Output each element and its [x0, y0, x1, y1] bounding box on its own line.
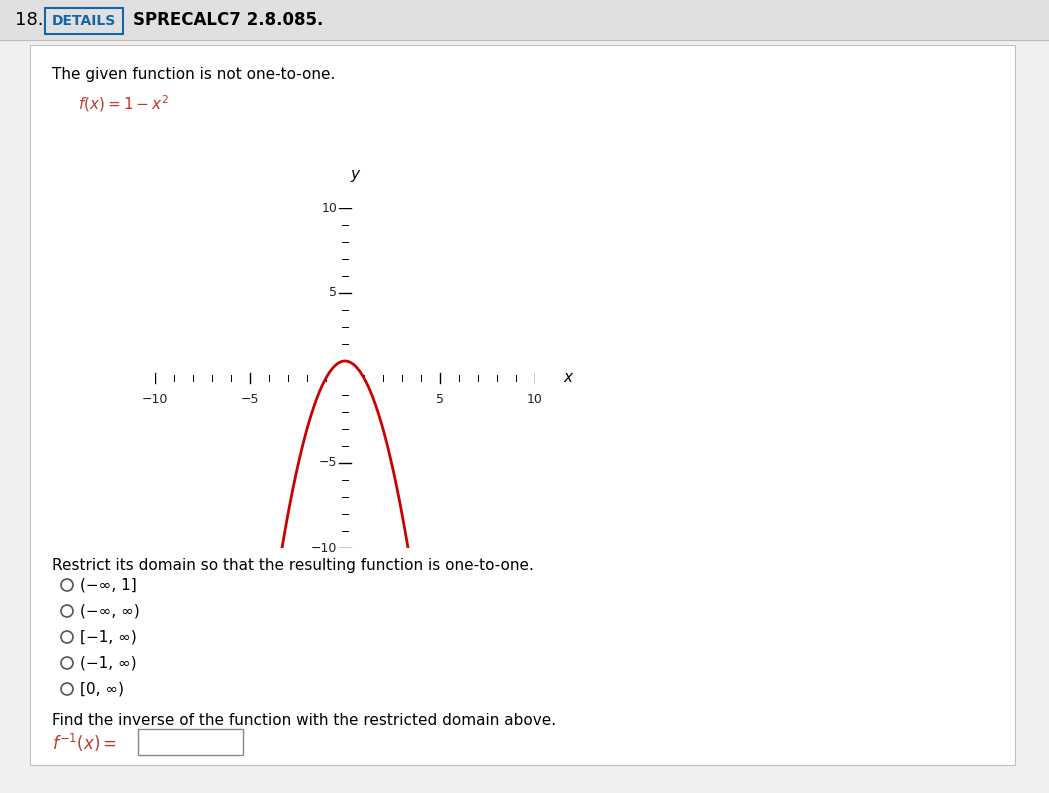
Text: Find the inverse of the function with the restricted domain above.: Find the inverse of the function with th… [52, 713, 556, 728]
Text: $\mathit{f}(\mathit{x}) = 1 - \mathit{x}^2$: $\mathit{f}(\mathit{x}) = 1 - \mathit{x}… [78, 93, 169, 113]
Text: (−∞, ∞): (−∞, ∞) [80, 603, 140, 619]
Text: [−1, ∞): [−1, ∞) [80, 630, 136, 645]
Text: [0, ∞): [0, ∞) [80, 681, 124, 696]
Text: 5: 5 [329, 286, 338, 300]
Text: DETAILS: DETAILS [51, 14, 116, 28]
Bar [0, 0, 1049, 40]
Text: Restrict its domain so that the resulting function is one-to-one.: Restrict its domain so that the resultin… [52, 558, 534, 573]
Text: y: y [350, 167, 360, 182]
Text: 10: 10 [527, 393, 543, 406]
Text: −10: −10 [142, 393, 168, 406]
Text: (−1, ∞): (−1, ∞) [80, 656, 136, 671]
Text: −5: −5 [319, 457, 338, 469]
Text: 18.: 18. [15, 11, 43, 29]
Text: SPRECALC7 2.8.085.: SPRECALC7 2.8.085. [133, 11, 323, 29]
Text: x: x [563, 370, 573, 385]
Text: 5: 5 [436, 393, 444, 406]
Text: −5: −5 [241, 393, 259, 406]
Text: $f^{-1}(x) =$: $f^{-1}(x) =$ [52, 732, 117, 754]
Bar [45, 8, 123, 34]
Text: (−∞, 1]: (−∞, 1] [80, 577, 136, 592]
Text: −10: −10 [311, 542, 338, 554]
Text: 10: 10 [322, 201, 338, 214]
Bar [138, 729, 243, 755]
Text: The given function is not one-to-one.: The given function is not one-to-one. [52, 67, 336, 82]
